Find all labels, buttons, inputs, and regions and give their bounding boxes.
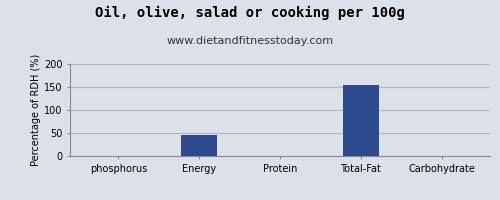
Text: Oil, olive, salad or cooking per 100g: Oil, olive, salad or cooking per 100g <box>95 6 405 20</box>
Bar <box>342 85 379 156</box>
Y-axis label: Percentage of RDH (%): Percentage of RDH (%) <box>31 54 41 166</box>
Text: www.dietandfitnesstoday.com: www.dietandfitnesstoday.com <box>166 36 334 46</box>
Bar <box>181 135 218 156</box>
